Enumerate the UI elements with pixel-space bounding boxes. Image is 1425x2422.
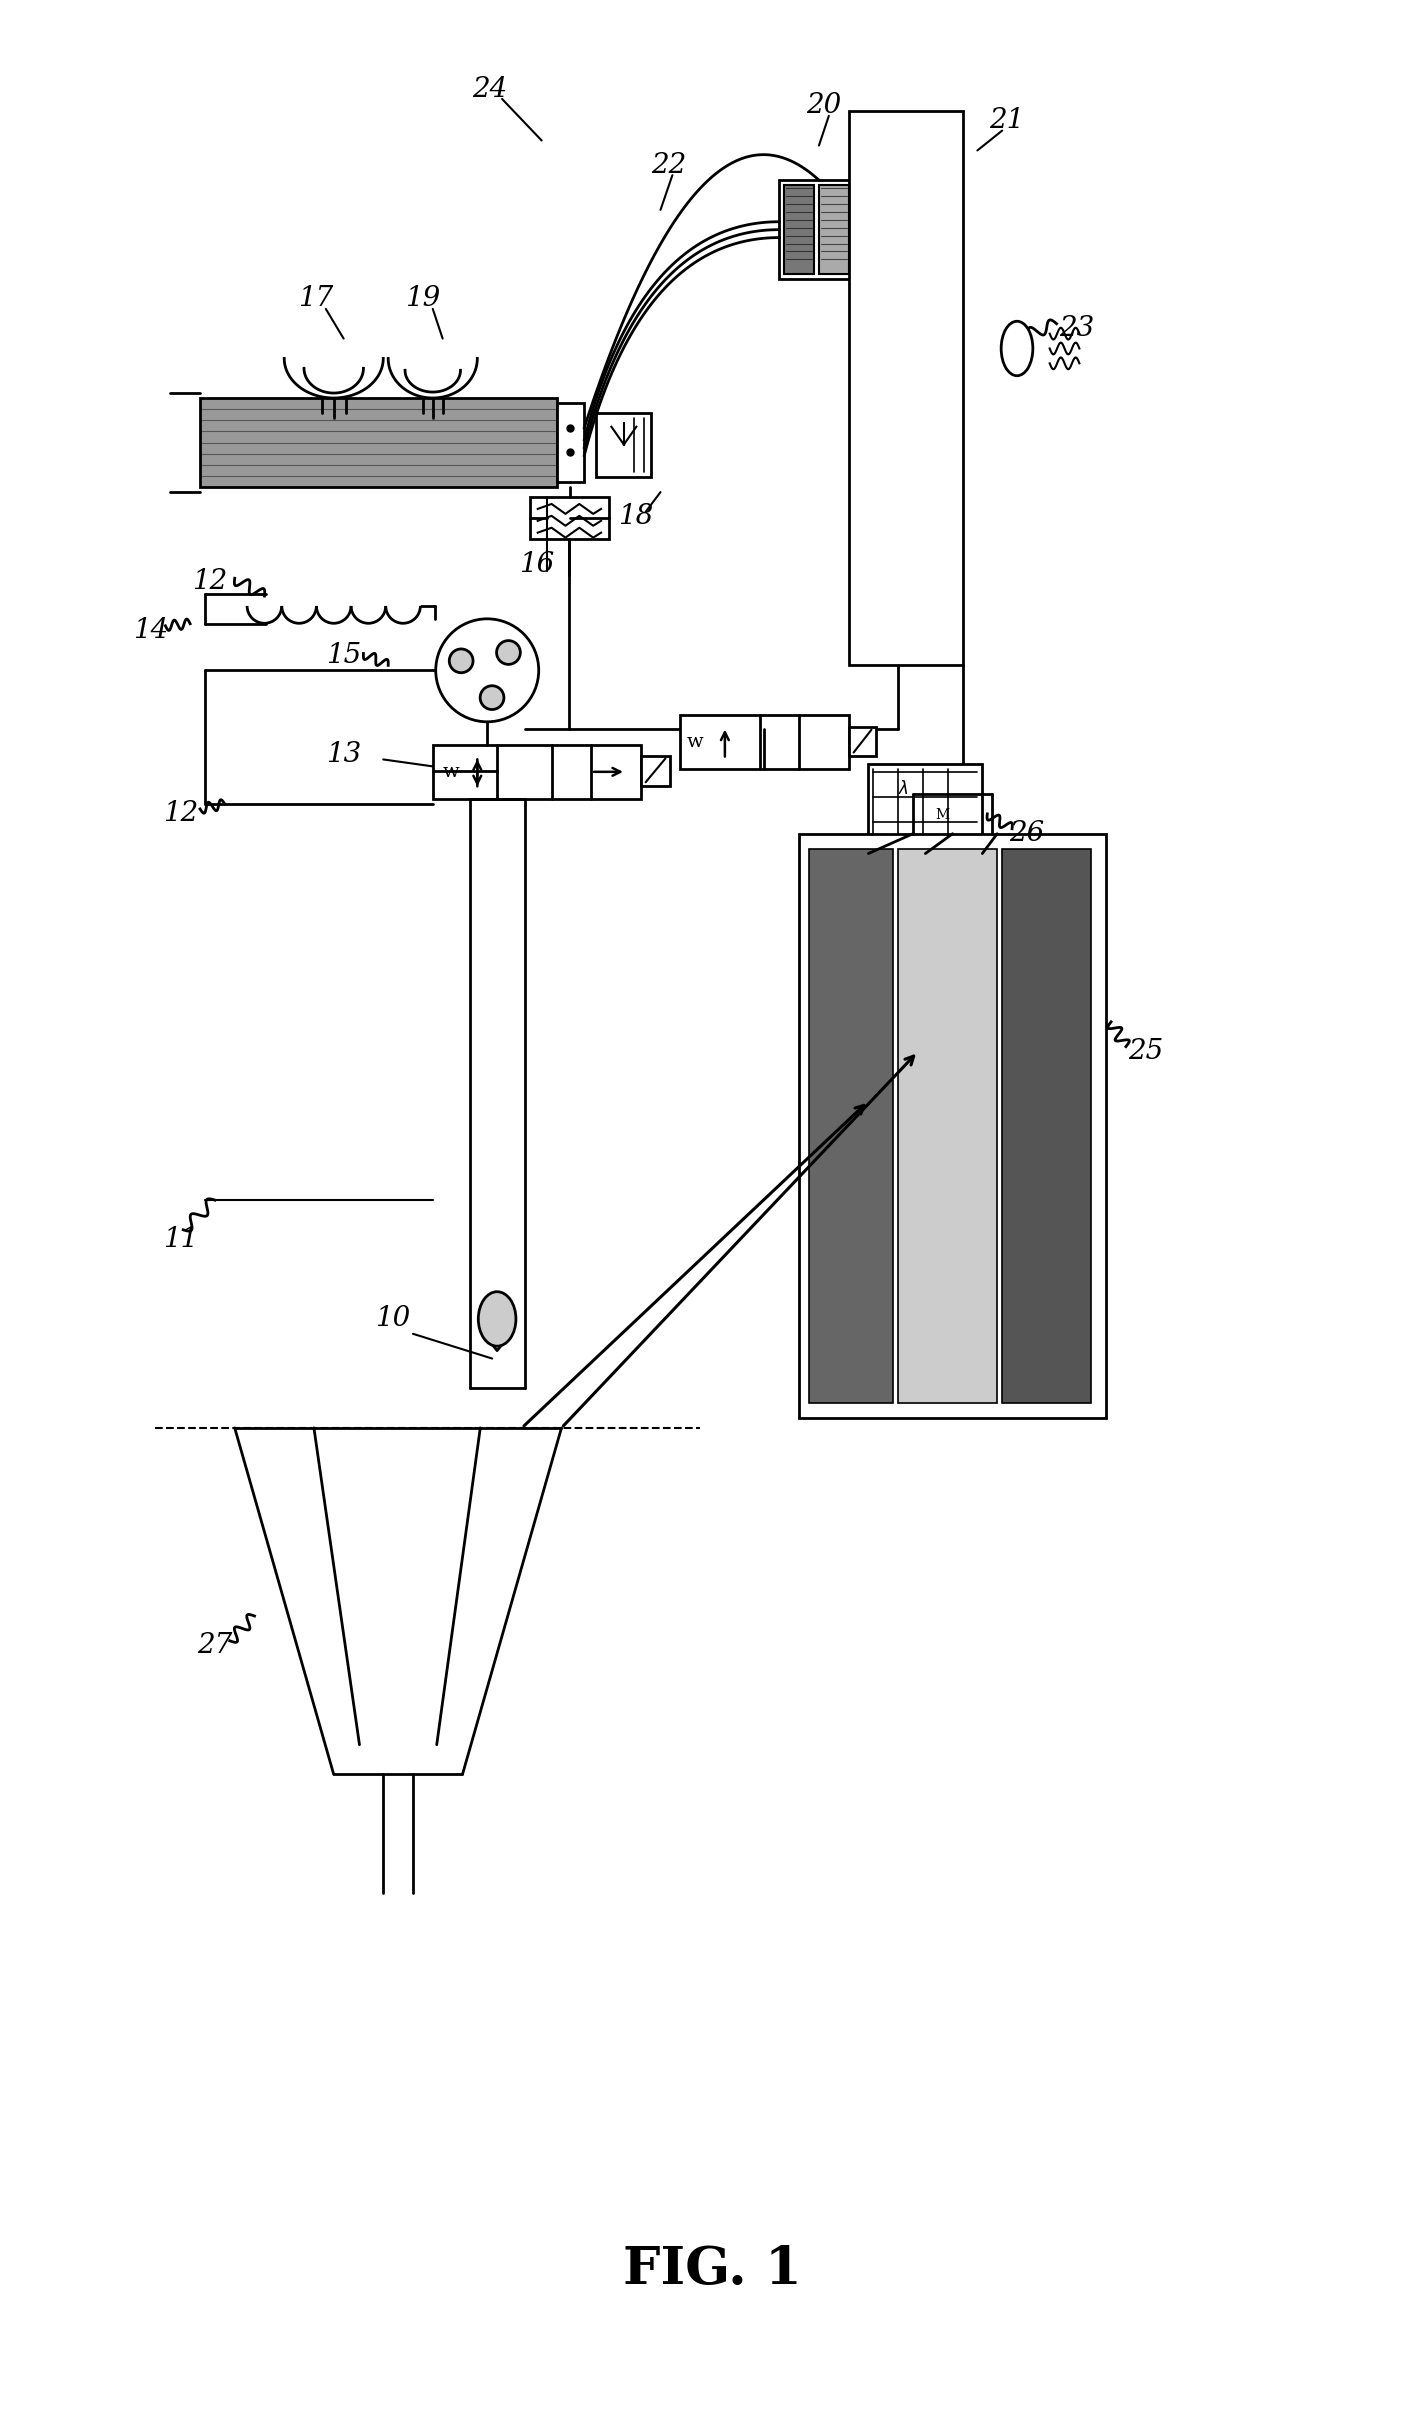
Bar — [680, 714, 849, 770]
Text: 17: 17 — [298, 286, 333, 312]
Bar — [784, 184, 814, 274]
Text: 22: 22 — [651, 153, 685, 179]
Text: 13: 13 — [326, 741, 362, 768]
Text: $\lambda$: $\lambda$ — [898, 780, 909, 799]
Bar — [641, 756, 670, 787]
Text: 20: 20 — [807, 92, 842, 119]
Text: 23: 23 — [1059, 315, 1094, 342]
Text: 18: 18 — [618, 504, 654, 530]
Text: 27: 27 — [197, 1632, 232, 1659]
Text: 12: 12 — [162, 799, 198, 828]
Bar — [868, 765, 982, 853]
Bar — [557, 402, 584, 482]
Text: 14: 14 — [133, 618, 168, 644]
Bar — [819, 184, 849, 274]
Bar — [849, 727, 876, 756]
Circle shape — [496, 639, 520, 664]
Circle shape — [449, 649, 473, 673]
Bar — [200, 397, 557, 487]
Bar — [898, 848, 997, 1402]
Bar — [530, 497, 608, 538]
Bar — [1002, 848, 1092, 1402]
Bar — [433, 744, 641, 799]
Bar — [849, 111, 962, 666]
Ellipse shape — [1002, 322, 1033, 375]
Bar — [596, 412, 651, 477]
Text: 16: 16 — [519, 550, 554, 579]
Text: 21: 21 — [989, 107, 1025, 133]
Text: 12: 12 — [192, 567, 228, 596]
Text: w: w — [687, 734, 704, 751]
Text: 24: 24 — [473, 75, 507, 102]
Text: 26: 26 — [1009, 821, 1045, 848]
Ellipse shape — [479, 1291, 516, 1347]
Text: 25: 25 — [1129, 1039, 1163, 1066]
Bar — [799, 833, 1106, 1417]
Text: 10: 10 — [376, 1305, 410, 1332]
Text: 15: 15 — [326, 642, 362, 668]
Bar — [809, 848, 893, 1402]
Text: FIG. 1: FIG. 1 — [623, 2245, 801, 2296]
Text: w: w — [442, 763, 459, 780]
Text: 11: 11 — [162, 1226, 198, 1252]
Circle shape — [436, 620, 539, 722]
Circle shape — [480, 685, 504, 710]
Bar — [779, 179, 858, 279]
Text: 19: 19 — [405, 286, 440, 312]
Text: M: M — [936, 809, 950, 821]
